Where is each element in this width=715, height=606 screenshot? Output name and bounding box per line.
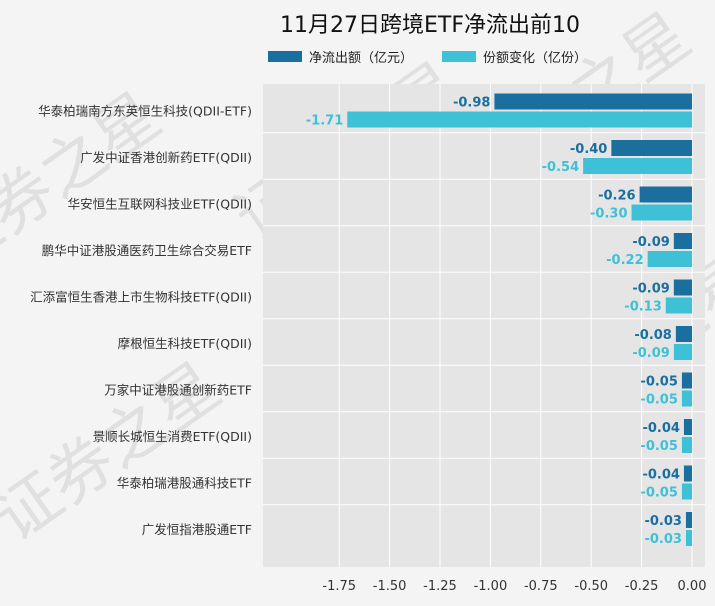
bar-net-outflow [683,465,692,482]
data-label-share-change: -0.05 [640,439,677,454]
bar-share-change [681,437,692,453]
plot-background [263,84,705,567]
bar-share-change [665,297,692,314]
gridlines [263,84,705,567]
data-label-net-outflow: -0.04 [642,421,679,436]
bar-share-change [647,251,692,267]
data-label-share-change: -1.71 [306,114,343,129]
bar-net-outflow [494,93,692,110]
bars [347,93,692,546]
legend-label: 份额变化（亿份） [483,50,587,66]
category-label: 广发恒指港股通ETF [142,522,252,537]
category-label: 汇添富恒生香港上市生物科技ETF(QDII) [30,290,252,305]
category-label: 华泰柏瑞港股通科技ETF [117,476,252,491]
chart-title: 11月27日跨境ETF净流出前10 [280,13,580,38]
x-tick-label: -1.75 [322,579,356,594]
bar-net-outflow [673,233,692,249]
bar-net-outflow [681,372,692,389]
bar-net-outflow [611,140,692,156]
x-tick-label: 0.00 [678,579,707,594]
category-label: 广发中证香港创新药ETF(QDII) [80,150,252,165]
bar-net-outflow [685,512,692,528]
bar-share-change [347,111,692,128]
category-label: 鹏华中证港股通医药卫生综合交易ETF [42,243,252,258]
legend-swatch [442,51,476,62]
bar-net-outflow [639,186,692,203]
category-label: 华安恒生互联网科技业ETF(QDII) [68,197,252,212]
x-tick-label: -0.25 [625,579,659,594]
bar-net-outflow [683,419,692,435]
data-label-share-change: -0.13 [624,300,661,315]
category-label: 万家中证港股通创新药ETF [104,383,252,398]
bar-share-change [583,158,692,174]
legend: 净流出额（亿元） 份额变化（亿份） [268,50,587,66]
bar-share-change [673,344,692,360]
data-label-net-outflow: -0.04 [642,468,679,483]
data-label-net-outflow: -0.09 [632,282,669,297]
x-tick-label: -0.50 [574,579,608,594]
bar-net-outflow [673,279,692,296]
data-label-share-change: -0.54 [542,160,579,175]
bar-share-change [685,530,692,546]
data-label-net-outflow: -0.26 [598,189,635,204]
x-tick-label: -1.50 [373,579,407,594]
data-label-share-change: -0.05 [640,486,677,501]
data-labels: -0.98 -1.71 -0.40 -0.54 -0.26 -0.30 -0.09 -0.22… [306,96,682,548]
x-tick-label: -1.00 [474,579,508,594]
category-label: 摩根恒生科技ETF(QDII) [118,336,252,351]
legend-swatch [268,51,302,62]
bar-net-outflow [675,326,692,342]
category-label: 景顺长城恒生消费ETF(QDII) [93,429,252,444]
bar-share-change [681,483,692,500]
data-label-net-outflow: -0.98 [453,96,490,111]
data-label-share-change: -0.05 [640,393,677,408]
x-tick-label: -1.25 [423,579,457,594]
legend-label: 净流出额（亿元） [309,51,413,66]
data-label-share-change: -0.09 [632,346,669,361]
data-label-share-change: -0.03 [644,532,681,547]
bar-share-change [681,390,692,407]
category-labels: 华泰柏瑞南方东英恒生科技(QDII-ETF) 广发中证香港创新药ETF(QDII)… [30,104,252,538]
data-label-share-change: -0.22 [606,253,643,268]
category-label: 华泰柏瑞南方东英恒生科技(QDII-ETF) [38,104,252,119]
data-label-net-outflow: -0.05 [640,375,677,390]
bar-share-change [631,204,692,221]
data-label-net-outflow: -0.40 [570,142,607,157]
data-label-net-outflow: -0.03 [644,514,681,529]
data-label-net-outflow: -0.08 [634,328,671,343]
x-tick-label: -0.75 [524,579,558,594]
data-label-share-change: -0.30 [590,207,627,222]
x-axis-ticks: -1.75 -1.50 -1.25 -1.00 -0.75 -0.50 -0.25 0.00 [322,579,706,594]
data-label-net-outflow: -0.09 [632,235,669,250]
